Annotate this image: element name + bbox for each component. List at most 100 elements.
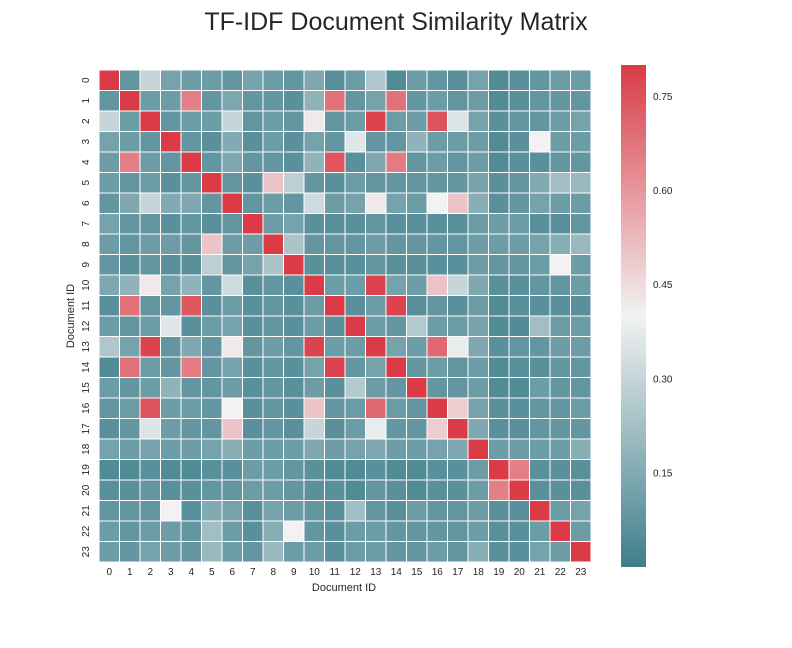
heatmap-cell-19-3 — [160, 459, 182, 481]
heatmap-cell-22-11 — [324, 520, 346, 542]
heatmap-cell-11-19 — [488, 295, 510, 317]
heatmap-cell-4-7 — [242, 151, 264, 173]
heatmap-cell-6-19 — [488, 192, 510, 214]
y-tick-label: 4 — [81, 159, 92, 165]
heatmap-cell-13-13 — [365, 336, 387, 358]
heatmap-cell-18-19 — [488, 438, 510, 460]
x-tick-label: 9 — [291, 567, 297, 578]
colorbar-tick-label: 0.60 — [653, 186, 673, 197]
heatmap-cell-8-1 — [119, 233, 141, 255]
heatmap-cell-20-21 — [529, 479, 551, 501]
heatmap-cell-10-11 — [324, 274, 346, 296]
heatmap-cell-13-4 — [180, 336, 202, 358]
heatmap-cell-2-22 — [549, 110, 571, 132]
heatmap-cell-3-22 — [549, 131, 571, 153]
heatmap-cell-15-22 — [549, 377, 571, 399]
heatmap-cell-7-16 — [426, 213, 448, 235]
heatmap-cell-11-15 — [406, 295, 428, 317]
heatmap-cell-11-21 — [529, 295, 551, 317]
heatmap-cell-15-15 — [406, 377, 428, 399]
heatmap-cell-7-18 — [467, 213, 489, 235]
heatmap-cell-16-17 — [447, 397, 469, 419]
heatmap-cell-22-16 — [426, 520, 448, 542]
heatmap-cell-23-5 — [201, 541, 223, 563]
y-tick-label: 16 — [81, 402, 92, 414]
heatmap-cell-9-10 — [303, 254, 325, 276]
heatmap-cell-3-3 — [160, 131, 182, 153]
heatmap-cell-18-0 — [98, 438, 120, 460]
heatmap-cell-18-2 — [139, 438, 161, 460]
heatmap-cell-17-11 — [324, 418, 346, 440]
heatmap-cell-11-6 — [221, 295, 243, 317]
heatmap-cell-4-0 — [98, 151, 120, 173]
heatmap-cell-17-15 — [406, 418, 428, 440]
heatmap-cell-13-15 — [406, 336, 428, 358]
heatmap-cell-14-1 — [119, 356, 141, 378]
heatmap-cell-14-23 — [570, 356, 592, 378]
heatmap-cell-12-9 — [283, 315, 305, 337]
heatmap-cell-1-15 — [406, 90, 428, 112]
heatmap-cell-16-8 — [262, 397, 284, 419]
heatmap-cell-23-7 — [242, 541, 264, 563]
heatmap-cell-19-11 — [324, 459, 346, 481]
heatmap-cell-22-2 — [139, 520, 161, 542]
heatmap-cell-9-20 — [508, 254, 530, 276]
heatmap-cell-5-19 — [488, 172, 510, 194]
y-tick-label: 3 — [81, 139, 92, 145]
heatmap-cell-10-20 — [508, 274, 530, 296]
y-tick-label: 1 — [81, 98, 92, 104]
y-tick-label: 9 — [81, 262, 92, 268]
heatmap-cell-10-12 — [344, 274, 366, 296]
heatmap-cell-18-6 — [221, 438, 243, 460]
heatmap-cell-10-21 — [529, 274, 551, 296]
heatmap-cell-14-22 — [549, 356, 571, 378]
heatmap-cell-7-5 — [201, 213, 223, 235]
heatmap-cell-19-1 — [119, 459, 141, 481]
heatmap-cell-9-7 — [242, 254, 264, 276]
heatmap-cell-2-1 — [119, 110, 141, 132]
heatmap-cell-6-7 — [242, 192, 264, 214]
heatmap-cell-18-7 — [242, 438, 264, 460]
y-tick-label: 12 — [81, 320, 92, 332]
heatmap-cell-0-4 — [180, 69, 202, 91]
heatmap-cell-23-1 — [119, 541, 141, 563]
heatmap-cell-11-16 — [426, 295, 448, 317]
heatmap-cell-21-18 — [467, 500, 489, 522]
heatmap-cell-18-18 — [467, 438, 489, 460]
heatmap-cell-9-21 — [529, 254, 551, 276]
heatmap-cell-7-22 — [549, 213, 571, 235]
heatmap-cell-15-17 — [447, 377, 469, 399]
heatmap-cell-0-3 — [160, 69, 182, 91]
x-tick-label: 20 — [514, 567, 526, 578]
x-tick-label: 21 — [534, 567, 546, 578]
heatmap-cell-5-13 — [365, 172, 387, 194]
heatmap-cell-12-20 — [508, 315, 530, 337]
heatmap-cell-13-10 — [303, 336, 325, 358]
heatmap-cell-8-20 — [508, 233, 530, 255]
heatmap-cell-6-8 — [262, 192, 284, 214]
colorbar-tick-label: 0.30 — [653, 374, 673, 385]
heatmap-cell-6-16 — [426, 192, 448, 214]
heatmap-cell-11-11 — [324, 295, 346, 317]
heatmap-cell-2-14 — [385, 110, 407, 132]
heatmap-cell-7-12 — [344, 213, 366, 235]
heatmap-cell-4-12 — [344, 151, 366, 173]
heatmap-cell-3-6 — [221, 131, 243, 153]
heatmap-cell-12-15 — [406, 315, 428, 337]
heatmap-cell-15-10 — [303, 377, 325, 399]
heatmap-cell-7-4 — [180, 213, 202, 235]
heatmap-cell-8-19 — [488, 233, 510, 255]
heatmap-cell-9-5 — [201, 254, 223, 276]
y-tick-label: 20 — [81, 484, 92, 496]
heatmap-cell-19-13 — [365, 459, 387, 481]
heatmap-cell-18-21 — [529, 438, 551, 460]
heatmap-cell-23-0 — [98, 541, 120, 563]
heatmap-cell-2-0 — [98, 110, 120, 132]
heatmap-cell-9-23 — [570, 254, 592, 276]
heatmap-cell-20-13 — [365, 479, 387, 501]
heatmap-cell-5-22 — [549, 172, 571, 194]
heatmap-cell-5-16 — [426, 172, 448, 194]
heatmap-cell-22-5 — [201, 520, 223, 542]
heatmap-cell-9-2 — [139, 254, 161, 276]
heatmap-cell-7-11 — [324, 213, 346, 235]
